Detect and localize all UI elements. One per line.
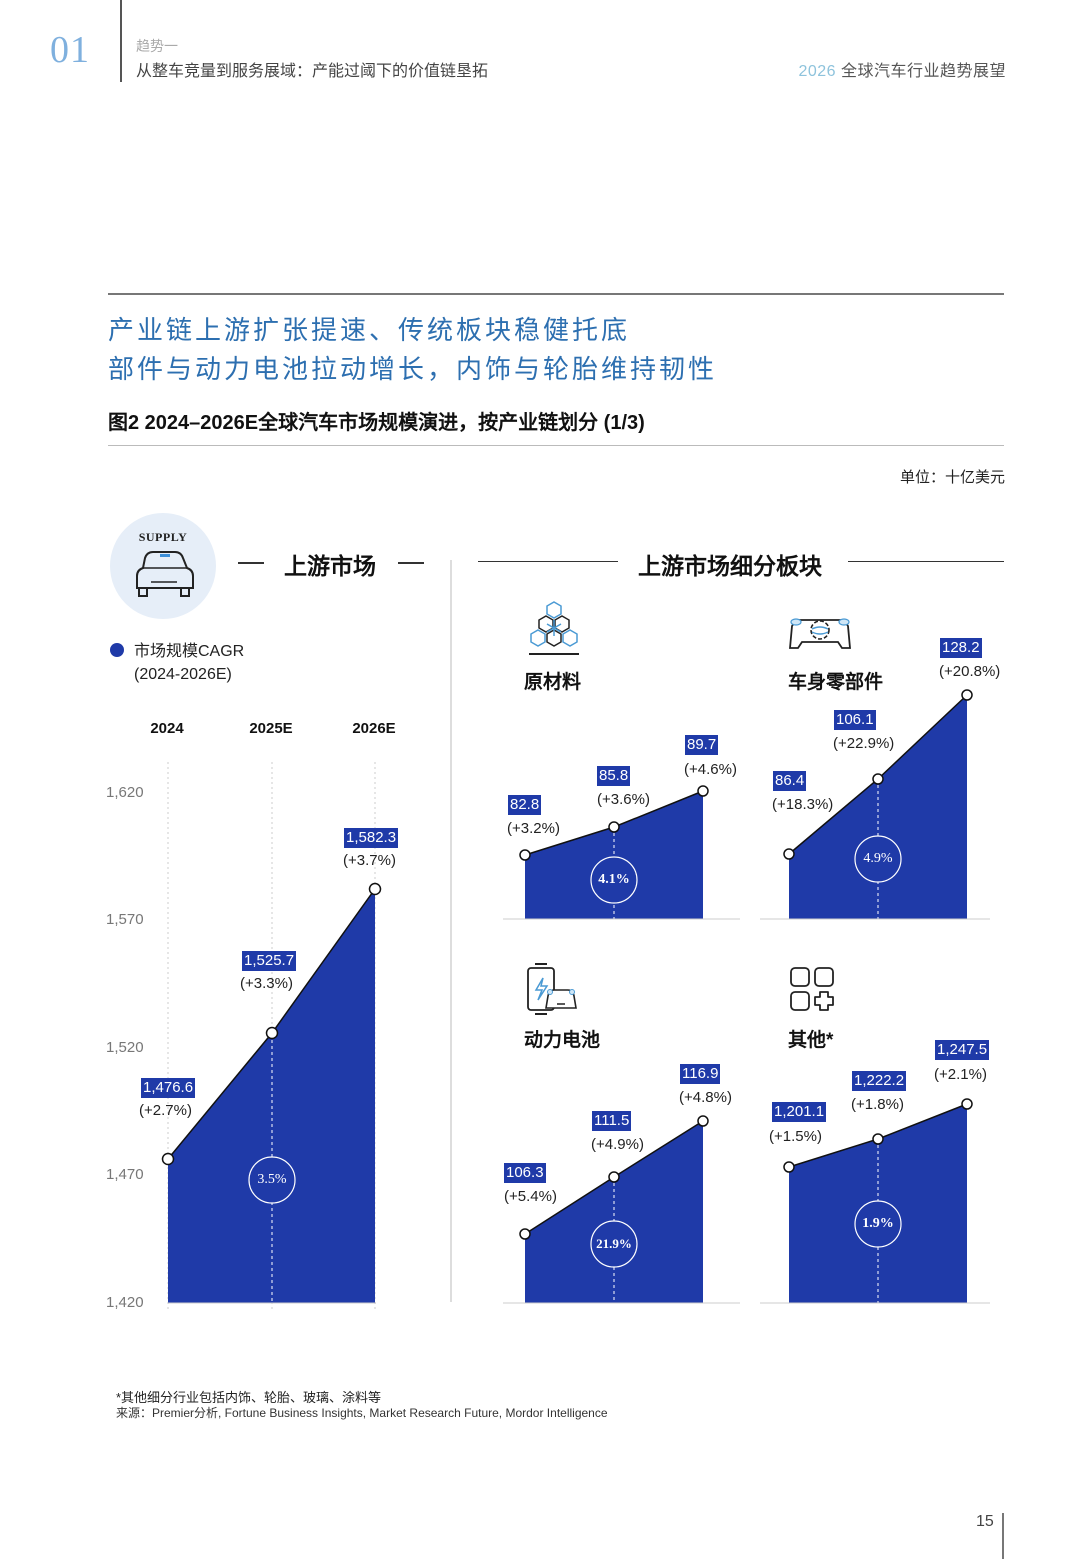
source-note: 来源：Premier分析, Fortune Business Insights,… xyxy=(116,1406,608,1420)
power-battery-value-2024: 106.3 xyxy=(504,1163,546,1183)
upstream-value-2025: 1,525.7 xyxy=(242,951,297,971)
segment-label-raw-materials: 原材料 xyxy=(524,672,582,693)
body-parts-value-2026: 128.2 xyxy=(940,638,982,658)
figure-title: 图2 2024–2026E全球汽车市场规模演进，按产业链划分 (1/3) xyxy=(108,412,645,434)
report-title: 2026 全球汽车行业趋势展望 xyxy=(798,57,1006,81)
title-dash-right xyxy=(398,562,424,564)
headline-top-rule xyxy=(108,293,1004,295)
supply-badge-text: SUPPLY xyxy=(138,530,188,544)
upstream-cagr-label: 3.5% xyxy=(257,1172,287,1187)
segments-title-dash-left xyxy=(478,561,618,562)
segment-label-power-battery: 动力电池 xyxy=(524,1030,601,1051)
raw-materials-growth-2026: (+4.6%) xyxy=(684,761,737,778)
legend-dot xyxy=(110,643,124,657)
footnote: *其他细分行业包括内饰、轮胎、玻璃、涂料等 xyxy=(116,1390,382,1405)
upstream-market-title: 上游市场 xyxy=(284,553,376,579)
body-parts-cagr: 4.9% xyxy=(863,851,893,866)
legend-line-1: 市场规模CAGR xyxy=(134,643,245,660)
page-number: 15 xyxy=(976,1513,994,1530)
supply-badge xyxy=(110,513,216,619)
upstream-growth-2024: (+2.7%) xyxy=(139,1102,192,1119)
report-title-text: 全球汽车行业趋势展望 xyxy=(840,63,1006,80)
raw-materials-cagr: 4.1% xyxy=(598,872,630,887)
headline-line-1: 产业链上游扩张提速、传统板块稳健托底 xyxy=(108,316,631,346)
ytick-1470: 1,470 xyxy=(106,1166,144,1183)
year-label-2024: 2024 xyxy=(150,720,184,737)
others-value-2025: 1,222.2 xyxy=(852,1071,907,1091)
ytick-1620: 1,620 xyxy=(106,784,144,801)
legend-text: 市场规模CAGR (2024-2026E) xyxy=(134,640,244,686)
body-parts-growth-2025: (+22.9%) xyxy=(833,735,895,752)
power-battery-growth-2025: (+4.9%) xyxy=(591,1136,644,1153)
raw-materials-growth-2025: (+3.6%) xyxy=(597,791,650,808)
header-divider xyxy=(120,0,122,82)
body-parts-growth-2026: (+20.8%) xyxy=(939,663,1001,680)
power-battery-cagr: 21.9% xyxy=(596,1236,632,1251)
section-kicker: 趋势一 xyxy=(136,38,178,54)
others-value-2026: 1,247.5 xyxy=(935,1040,990,1060)
others-growth-2024: (+1.5%) xyxy=(769,1128,822,1145)
report-year: 2026 xyxy=(798,63,837,80)
car-front-icon xyxy=(136,551,194,597)
upstream-growth-2026: (+3.7%) xyxy=(343,852,396,869)
others-value-2024: 1,201.1 xyxy=(772,1102,827,1122)
year-label-2026e: 2026E xyxy=(352,720,396,737)
ytick-1570: 1,570 xyxy=(106,911,144,928)
power-battery-growth-2024: (+5.4%) xyxy=(504,1188,557,1205)
raw-materials-value-2025: 85.8 xyxy=(597,766,631,786)
others-growth-2026: (+2.1%) xyxy=(934,1066,987,1083)
page-number-rule xyxy=(1002,1513,1004,1559)
battery-car-icon xyxy=(527,963,577,1015)
figure-title-rule xyxy=(108,445,1004,446)
raw-materials-value-2024: 82.8 xyxy=(508,795,542,815)
segment-label-body-parts: 车身零部件 xyxy=(788,672,884,693)
legend-line-2: (2024-2026E) xyxy=(134,666,232,683)
ytick-1420: 1,420 xyxy=(106,1294,144,1311)
upstream-value-2026: 1,582.3 xyxy=(344,828,399,848)
body-parts-value-2025: 106.1 xyxy=(834,710,876,730)
upstream-value-2024: 1,476.6 xyxy=(141,1078,196,1098)
others-cagr: 1.9% xyxy=(862,1216,894,1231)
headline-line-2: 部件与动力电池拉动增长，内饰与轮胎维持韧性 xyxy=(108,355,718,385)
segments-title: 上游市场细分板块 xyxy=(638,553,822,579)
ytick-1520: 1,520 xyxy=(106,1039,144,1056)
body-parts-value-2024: 86.4 xyxy=(773,771,807,791)
power-battery-value-2026: 116.9 xyxy=(680,1064,721,1084)
panel-separator xyxy=(450,560,452,1302)
segment-label-others: 其他* xyxy=(788,1030,834,1051)
segments-title-dash-right xyxy=(848,561,1004,562)
section-number: 01 xyxy=(50,29,90,71)
raw-materials-growth-2024: (+3.2%) xyxy=(507,820,560,837)
power-battery-value-2025: 111.5 xyxy=(592,1111,632,1131)
section-subtitle: 从整车竞量到服务展域：产能过阈下的价值链垦拓 xyxy=(136,63,489,80)
year-label-2025e: 2025E xyxy=(249,720,293,737)
hexagon-cluster-icon xyxy=(529,601,579,655)
body-parts-growth-2024: (+18.3%) xyxy=(772,796,834,813)
car-body-gear-icon xyxy=(789,618,851,649)
grid-plus-icon xyxy=(790,967,834,1011)
power-battery-growth-2026: (+4.8%) xyxy=(679,1089,732,1106)
others-growth-2025: (+1.8%) xyxy=(851,1096,904,1113)
unit-label: 单位：十亿美元 xyxy=(899,469,1005,486)
upstream-growth-2025: (+3.3%) xyxy=(240,975,293,992)
raw-materials-value-2026: 89.7 xyxy=(685,735,719,755)
title-dash-left xyxy=(238,562,264,564)
